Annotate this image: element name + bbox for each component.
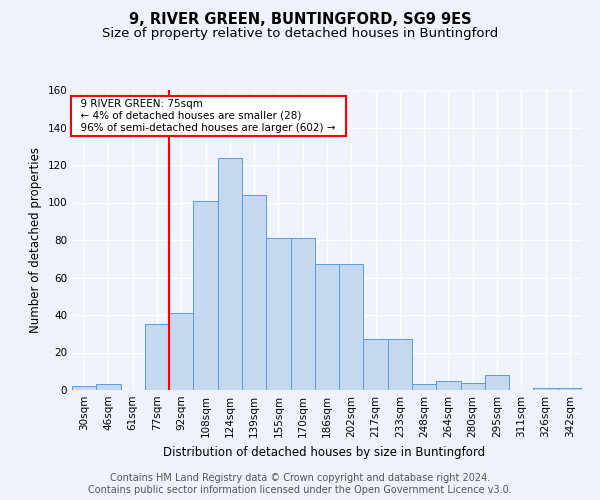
Bar <box>533 388 558 390</box>
Bar <box>485 375 509 390</box>
Bar <box>290 238 315 390</box>
Bar <box>436 380 461 390</box>
Bar <box>558 388 582 390</box>
Bar <box>145 324 169 390</box>
Bar <box>412 384 436 390</box>
Bar <box>242 195 266 390</box>
Text: 9, RIVER GREEN, BUNTINGFORD, SG9 9ES: 9, RIVER GREEN, BUNTINGFORD, SG9 9ES <box>128 12 472 28</box>
Bar <box>72 386 96 390</box>
Bar <box>169 313 193 390</box>
Y-axis label: Number of detached properties: Number of detached properties <box>29 147 42 333</box>
Text: Contains HM Land Registry data © Crown copyright and database right 2024.
Contai: Contains HM Land Registry data © Crown c… <box>88 474 512 495</box>
Bar <box>339 264 364 390</box>
Bar <box>315 264 339 390</box>
Text: Size of property relative to detached houses in Buntingford: Size of property relative to detached ho… <box>102 28 498 40</box>
Bar <box>266 238 290 390</box>
Bar <box>193 200 218 390</box>
Bar <box>96 384 121 390</box>
Bar <box>388 340 412 390</box>
Bar <box>218 158 242 390</box>
Bar <box>364 340 388 390</box>
Text: Distribution of detached houses by size in Buntingford: Distribution of detached houses by size … <box>163 446 485 459</box>
Text: 9 RIVER GREEN: 75sqm
  ← 4% of detached houses are smaller (28)
  96% of semi-de: 9 RIVER GREEN: 75sqm ← 4% of detached ho… <box>74 100 343 132</box>
Bar <box>461 382 485 390</box>
